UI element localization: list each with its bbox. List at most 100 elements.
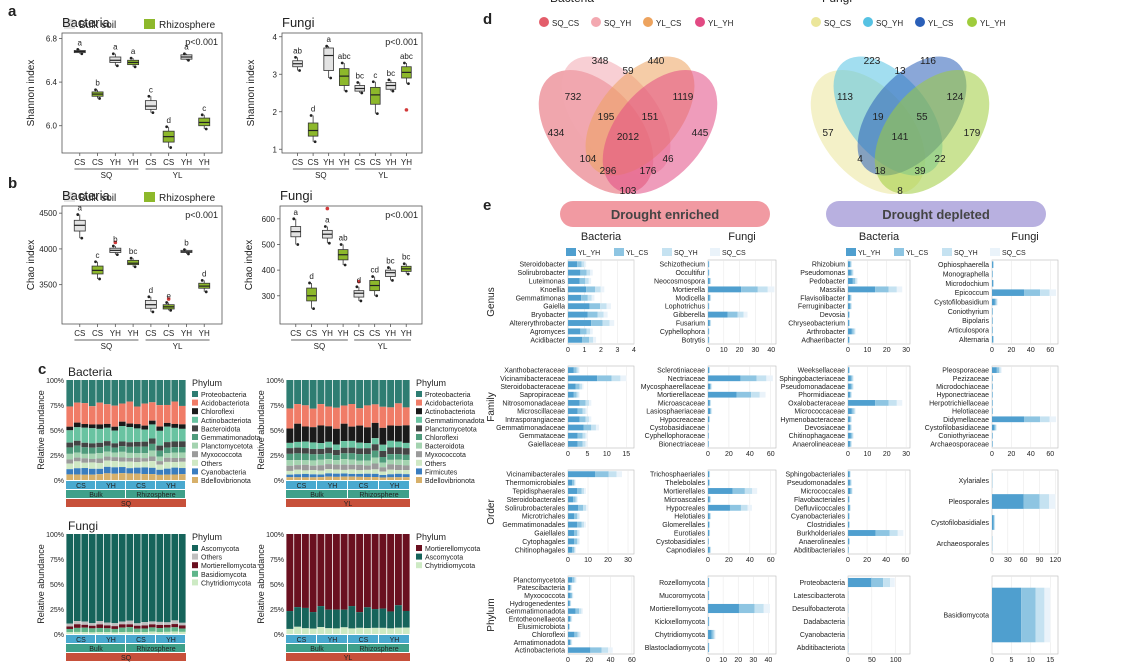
e-r0-c3-bar-label: Alternaria xyxy=(959,337,989,344)
e-r2-c1-bar-segment xyxy=(708,530,710,536)
c-bact-sq-bar-segment xyxy=(133,380,141,407)
e-r1-c1-bar-label: Cyphellophoraceae xyxy=(645,433,705,440)
e-r2-c1-bar-segment xyxy=(747,504,752,511)
a-fungi-letter: abc xyxy=(338,52,351,61)
c-bact-yl-legend-swatch xyxy=(416,399,422,406)
a-bacteria-letter: d xyxy=(166,116,170,125)
e-r3-c1-xtick-label: 40 xyxy=(765,657,773,664)
b-bacteria-point xyxy=(165,301,169,304)
e-r3-c0-bar-segment xyxy=(571,584,572,591)
a-fungi-ytick-label: 3 xyxy=(273,70,278,79)
e-r1-c0-bar-label: Gaiellaceae xyxy=(528,441,565,448)
c-bact-sq-bar-segment xyxy=(141,446,149,454)
a-bacteria-ytick-label: 6.0 xyxy=(46,122,58,131)
e-r0-c1-bar-segment xyxy=(708,269,709,276)
c-bact-sq-bar-segment xyxy=(163,474,171,480)
c-bact-sq-bar-segment xyxy=(103,427,111,442)
c-bact-yl-bar-segment xyxy=(402,454,410,461)
c-fungi-sq-bar-segment xyxy=(156,628,164,633)
e-r1-c0-bar-segment xyxy=(595,424,600,431)
b-bacteria-pval: p<0.001 xyxy=(185,210,218,220)
c-bact-yl-legend-swatch xyxy=(416,425,422,432)
e-r0-c0-bar-label: Luteimonas xyxy=(529,279,566,286)
e-r0-c2-bar-segment xyxy=(853,328,855,335)
c-bact-yl-bar-segment xyxy=(402,474,410,478)
e-r1-c2-bar-segment xyxy=(853,375,854,382)
e-r0-c1-bar-label: Lophotrichus xyxy=(665,304,706,311)
c-bact-sq-bar-segment xyxy=(156,430,164,446)
e-r1-c0-bar-segment xyxy=(585,441,588,447)
c-bact-sq-bar-segment xyxy=(133,457,141,463)
c-bact-sq-bar-segment xyxy=(163,461,171,469)
e-r2-c0-xtick-label: 0 xyxy=(566,557,570,564)
c-bact-sq-legend-item: Myxococcota xyxy=(201,452,242,459)
e-legend-swatch xyxy=(662,248,672,256)
c-fungi-yl-bar-segment xyxy=(363,607,371,629)
c-fungi-sq-bar-segment xyxy=(178,631,186,634)
e-r0-c1-bar-segment xyxy=(708,336,709,343)
c-fungi-sq-bar-segment xyxy=(88,632,96,634)
e-r3-c0-bar-segment xyxy=(569,600,571,607)
a-fungi-letter: a xyxy=(326,35,331,44)
c-bact-sq-bar-segment xyxy=(141,467,149,475)
c-bact-yl-bar-segment xyxy=(294,380,302,405)
c-bact-yl-bar-segment xyxy=(301,477,309,480)
e-r1-c2-bar-segment xyxy=(850,416,852,423)
e-r0-c0-bar-segment xyxy=(586,328,591,335)
d-fungi-region-value: 8 xyxy=(897,186,903,197)
c-bact-sq-legend-swatch xyxy=(192,399,198,406)
a-bacteria-xtick-label: YH xyxy=(128,158,139,167)
c-bact-sq-bar-segment xyxy=(118,467,126,474)
c-bact-sq-bar-segment xyxy=(81,447,89,454)
e-r0-c2-bar-label: Ferruginibacter xyxy=(798,304,846,311)
c-fungi-sq-bar-segment xyxy=(96,621,104,625)
b-fungi-point xyxy=(406,272,410,276)
c-bact-yl-bar-segment xyxy=(363,405,371,428)
e-r0-c2-bar-segment xyxy=(888,286,897,293)
c-bact-sq-bar-segment xyxy=(148,402,156,421)
c-bact-sq-bar-segment xyxy=(81,442,89,448)
e-r2-c0-bar-segment xyxy=(595,471,609,478)
c-bact-sq-bar-segment xyxy=(66,459,74,464)
c-bact-sq-bar-segment xyxy=(96,442,104,448)
a-fungi-outlier xyxy=(404,108,409,112)
c-bact-sq-bar-segment xyxy=(148,420,156,425)
c-fungi-yl-site-strip xyxy=(317,635,347,643)
c-bact-sq-bar-segment xyxy=(96,458,104,463)
a-fungi-xtick-label: YH xyxy=(385,158,396,167)
a-legend-swatch-bulk xyxy=(64,19,75,29)
e-r0-c3-bar-segment xyxy=(992,336,993,343)
c-bact-yl-bar-segment xyxy=(402,380,410,408)
e-r0-c3-bar-segment xyxy=(992,289,1025,296)
e-r0-c3-bar-segment xyxy=(1049,289,1057,296)
e-r3-c0-bar-segment xyxy=(568,631,575,638)
e-r3-c1-xtick-label: 10 xyxy=(719,657,727,664)
e-r2-c2-bar-segment xyxy=(897,530,904,536)
e-r0-c1-bar-label: Botrytis xyxy=(682,337,706,344)
e-r1-c3-frame xyxy=(991,365,1059,449)
c-fungi-sq-bar-segment xyxy=(111,628,119,633)
c-bact-yl-bar-segment xyxy=(294,460,302,466)
c-bact-yl-bar-segment xyxy=(379,380,387,407)
e-r1-c0-bar-segment xyxy=(573,367,577,373)
b-bacteria-group-label: SQ xyxy=(101,342,113,351)
a-fungi-ytick-label: 2 xyxy=(273,108,278,117)
e-r0-c2-xtick-label: 30 xyxy=(902,347,910,354)
e-r1-c2-bar-segment xyxy=(848,391,850,398)
c-fungi-yl-bar-segment xyxy=(356,534,364,613)
e-r2-c2-bar-label: Clostridiales xyxy=(807,522,846,529)
c-fungi-sq-bar-segment xyxy=(133,628,141,633)
c-bact-yl-bar-segment xyxy=(325,426,333,442)
e-r3-c1-bar-segment xyxy=(738,603,755,614)
c-bact-yl-bar-segment xyxy=(379,406,387,428)
e-r0-c2-xtick-label: 20 xyxy=(883,347,891,354)
a-fungi-letter: bc xyxy=(387,69,395,78)
e-r0-c1-bar-segment xyxy=(708,303,709,310)
c-bact-sq-bar-segment xyxy=(88,474,96,480)
e-r1-c1-bar-segment xyxy=(708,432,709,439)
e-r2-c3-bar-label: Cystofilobasidiales xyxy=(931,520,989,527)
e-r0-c0-bar-label: Steroidobacter xyxy=(519,262,565,269)
c-bact-sq-bar-segment xyxy=(163,422,171,427)
e-r3-c3-bar-segment xyxy=(1044,587,1051,643)
c-fungi-sq-bar-segment xyxy=(163,624,171,628)
